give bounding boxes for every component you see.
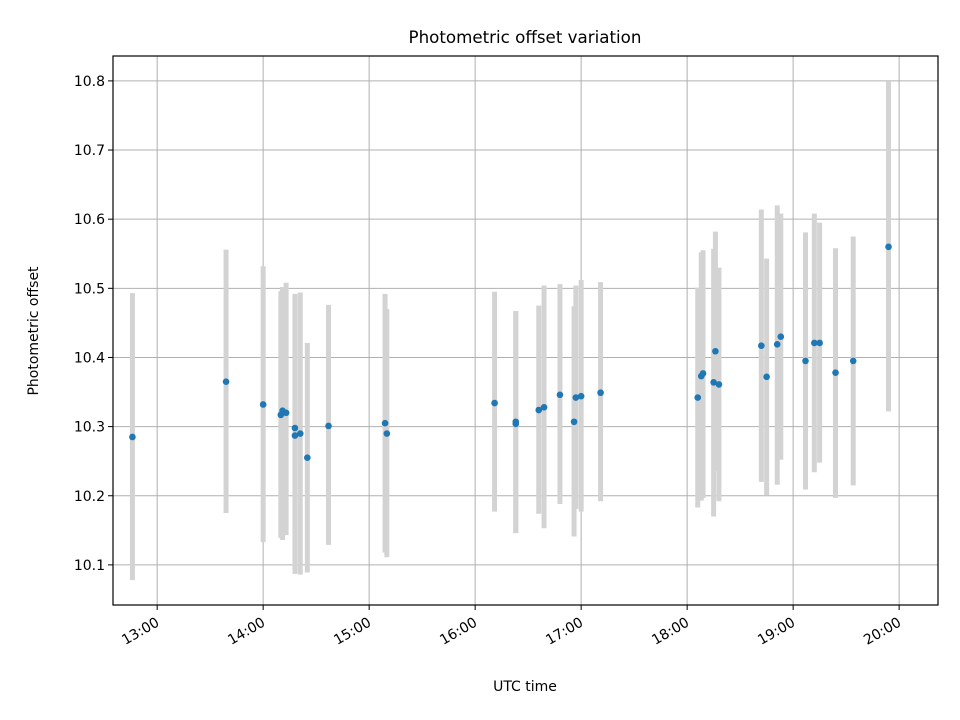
x-axis-label: UTC time [493,679,557,695]
x-tick-label: 18:00 [649,615,692,649]
data-point [129,433,136,441]
data-point [849,357,857,365]
y-tick-label: 10.6 [74,212,105,228]
data-point [777,333,785,341]
data-point [570,418,578,426]
y-axis-label: Photometric offset [26,266,42,396]
data-point [259,401,267,408]
data-point [816,339,823,347]
y-tick-label: 10.2 [74,489,105,505]
x-tick-label: 16:00 [437,615,480,649]
data-point [296,430,304,437]
x-tick-label: 14:00 [225,615,268,649]
data-point [763,373,770,381]
data-point [811,339,818,347]
data-point [291,432,299,439]
data-point [832,369,839,376]
error-bars [129,81,892,581]
data-point [282,409,290,417]
data-point [699,370,707,377]
y-tick-label: 10.7 [74,143,105,159]
data-point [572,394,580,401]
data-point [540,403,548,411]
data-point [773,341,781,348]
data-point [512,420,520,428]
x-tick-label: 13:00 [119,615,162,649]
x-axis: 13:00 14:00 15:00 16:00 17:00 18:00 19:00 20:00 [119,605,904,649]
data-point [758,342,765,350]
data-point [535,406,543,414]
y-tick-label: 10.1 [74,558,105,574]
data-point [381,419,389,427]
data-point [304,454,311,462]
x-tick-label: 17:00 [543,615,586,649]
y-tick-label: 10.3 [74,420,105,436]
data-point [715,381,723,388]
data-point [885,243,892,251]
plot-frame [112,55,939,606]
data-point [491,399,498,407]
y-tick-label: 10.5 [74,281,105,297]
data-point [222,378,230,385]
y-tick-label: 10.8 [74,74,105,90]
data-point [556,391,564,399]
data-point [577,392,585,400]
data-point [710,379,717,386]
data-points [129,243,892,462]
data-point [802,357,809,365]
data-point [712,347,719,355]
y-axis: 10.1 10.2 10.3 10.4 10.5 10.6 10.7 10.8 [74,74,113,574]
y-tick-label: 10.4 [74,350,105,366]
x-tick-label: 19:00 [755,615,798,649]
data-point [383,430,391,437]
chart-title: Photometric offset variation [409,27,642,47]
x-tick-label: 20:00 [861,615,904,649]
x-tick-label: 15:00 [331,615,374,649]
data-point [694,394,702,401]
data-point [291,424,299,432]
data-point [597,389,604,397]
data-point [325,422,332,430]
